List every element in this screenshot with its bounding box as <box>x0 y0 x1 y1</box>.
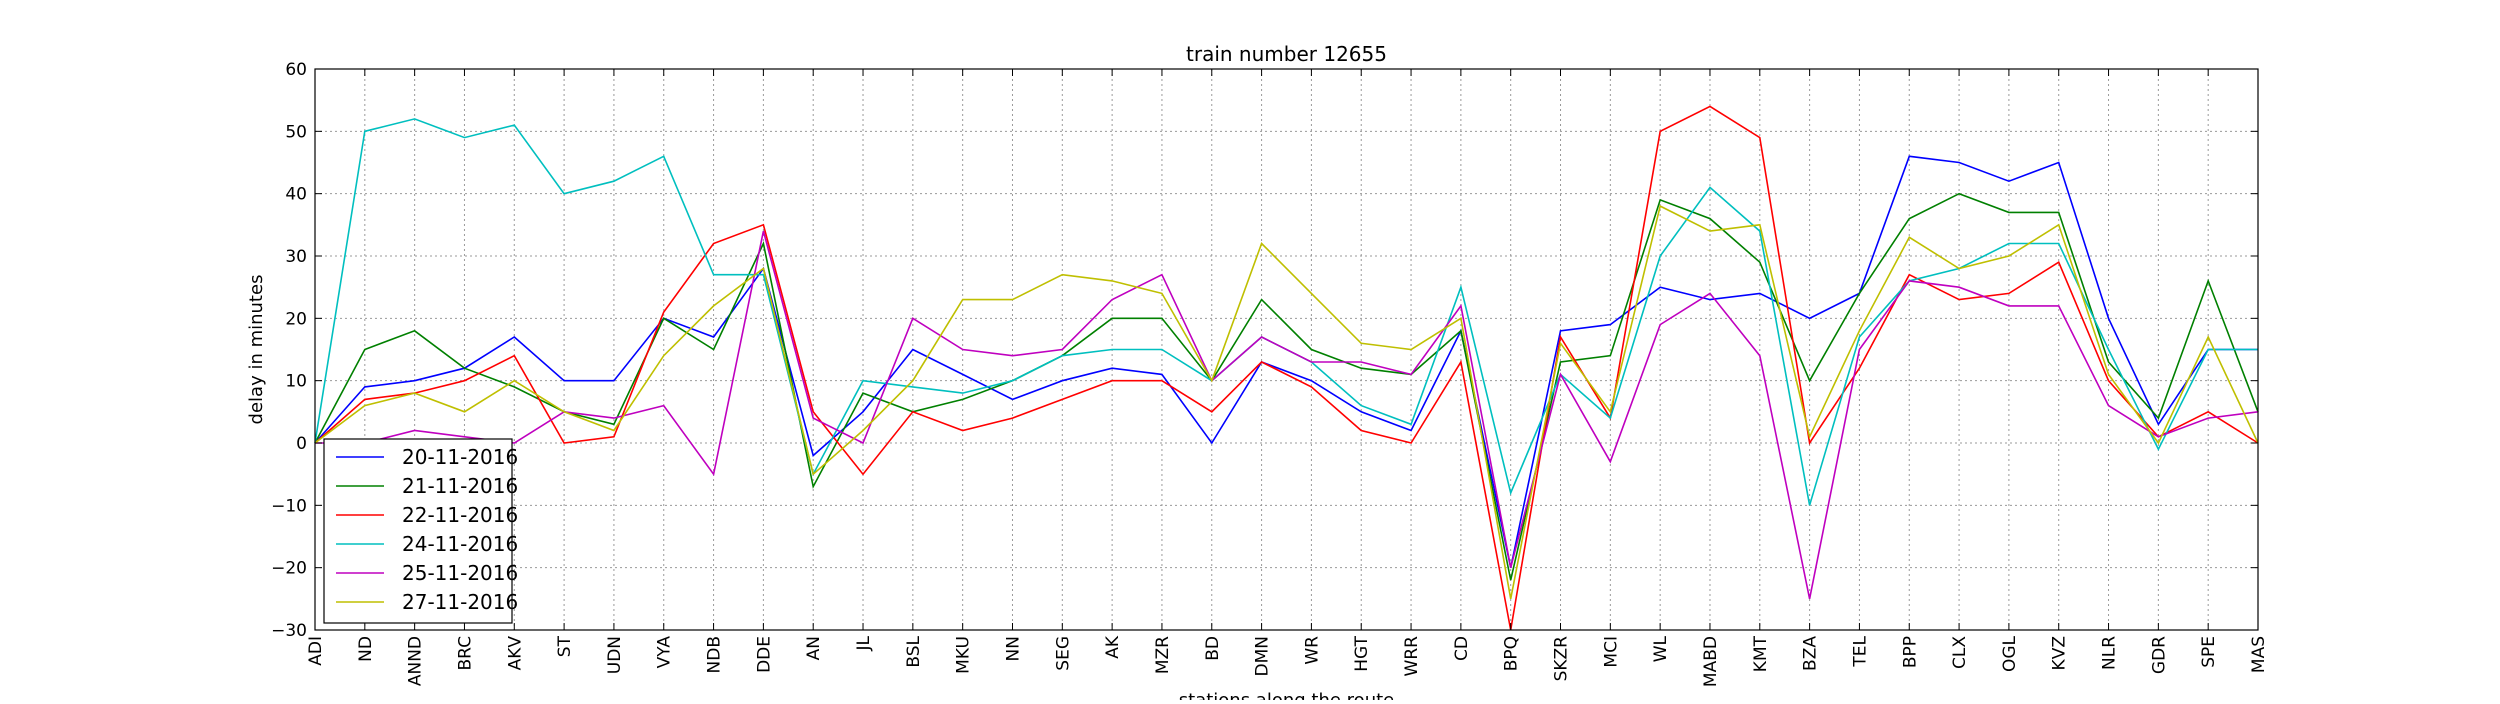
x-tick-label: SKZR <box>1552 636 1572 682</box>
x-tick-label: BPP <box>1900 636 1920 668</box>
y-tick-label: 60 <box>285 60 307 80</box>
x-axis-label: stations along the route <box>1179 690 1394 700</box>
x-tick-label: DMN <box>1253 636 1273 676</box>
y-tick-label: −10 <box>271 496 307 516</box>
legend-box <box>323 438 513 624</box>
x-tick-label: MCI <box>1601 636 1621 668</box>
x-tick-label: CLX <box>1950 636 1970 669</box>
x-tick-label: ANND <box>406 636 426 686</box>
legend-label: 22-11-2016 <box>402 503 518 527</box>
y-tick-label: −30 <box>271 621 307 641</box>
tick-layer: −30 −20 −10 0 10 20 30 40 50 60 ADI ND ANND BRC AKV ST U… <box>271 60 2269 687</box>
x-tick-label: NLR <box>2100 636 2120 670</box>
x-tick-label: SPE <box>2199 636 2219 668</box>
x-tick-label: MKU <box>954 636 974 674</box>
legend-label: 25-11-2016 <box>402 561 518 585</box>
x-tick-label: ST <box>555 635 575 657</box>
x-tick-label: HGT <box>1352 635 1372 671</box>
y-tick-label: −20 <box>271 559 307 579</box>
y-axis-label: delay in minutes <box>246 275 267 425</box>
legend-label: 27-11-2016 <box>402 590 518 614</box>
y-tick-label: 20 <box>285 309 307 329</box>
x-tick-label: BD <box>1203 636 1223 661</box>
x-tick-label: BZA <box>1801 636 1821 671</box>
x-tick-label: NDB <box>705 636 725 673</box>
legend-label: 21-11-2016 <box>402 474 518 498</box>
x-tick-label: ADI <box>306 636 326 666</box>
x-tick-label: TEL <box>1850 635 1870 667</box>
y-tick-label: 30 <box>285 247 307 267</box>
series-line <box>314 118 2258 506</box>
x-tick-label: NN <box>1003 636 1023 661</box>
series-line <box>315 230 2259 599</box>
x-tick-label: GDR <box>2149 636 2169 674</box>
x-tick-label: UDN <box>605 636 625 674</box>
x-tick-label: ND <box>356 636 376 662</box>
legend-label: 20-11-2016 <box>402 445 518 469</box>
x-tick-label: KMT <box>1751 635 1771 672</box>
x-tick-label: OGL <box>2000 635 2020 672</box>
series-line <box>314 155 2258 568</box>
y-tick-label: 50 <box>285 122 307 142</box>
series-line <box>314 105 2259 631</box>
series-line <box>314 204 2259 599</box>
x-tick-label: BPQ <box>1502 636 1522 671</box>
series-layer <box>314 105 2259 631</box>
x-tick-label: KVZ <box>2050 636 2070 670</box>
x-tick-label: BSL <box>904 635 924 667</box>
x-tick-label: WRR <box>1402 636 1422 677</box>
y-tick-label: 40 <box>285 185 307 205</box>
x-tick-label: WR <box>1302 636 1322 665</box>
x-tick-label: AN <box>804 636 824 660</box>
x-tick-label: AKV <box>505 636 525 671</box>
y-tick-label: 10 <box>285 372 307 392</box>
x-tick-label: WL <box>1651 635 1671 662</box>
legend: 20-11-2016 21-11-2016 22-11-2016 24-11-2016… <box>323 438 518 624</box>
y-tick-label: 0 <box>296 434 307 454</box>
x-tick-label: AK <box>1103 635 1123 659</box>
x-tick-label: JL <box>854 635 874 651</box>
plot-frame <box>314 68 2259 631</box>
x-tick-label: MABD <box>1701 636 1721 687</box>
legend-label: 24-11-2016 <box>402 532 518 556</box>
x-tick-label: BRC <box>455 636 475 671</box>
x-tick-label: VYA <box>655 636 675 669</box>
x-tick-label: SEG <box>1053 636 1073 671</box>
chart-title: train number 12655 <box>1186 42 1387 66</box>
x-tick-label: MZR <box>1153 636 1173 674</box>
x-tick-label: MAS <box>2249 636 2269 673</box>
x-tick-label: DDE <box>754 636 774 673</box>
x-tick-label: CD <box>1452 636 1472 661</box>
series-line <box>314 192 2259 581</box>
